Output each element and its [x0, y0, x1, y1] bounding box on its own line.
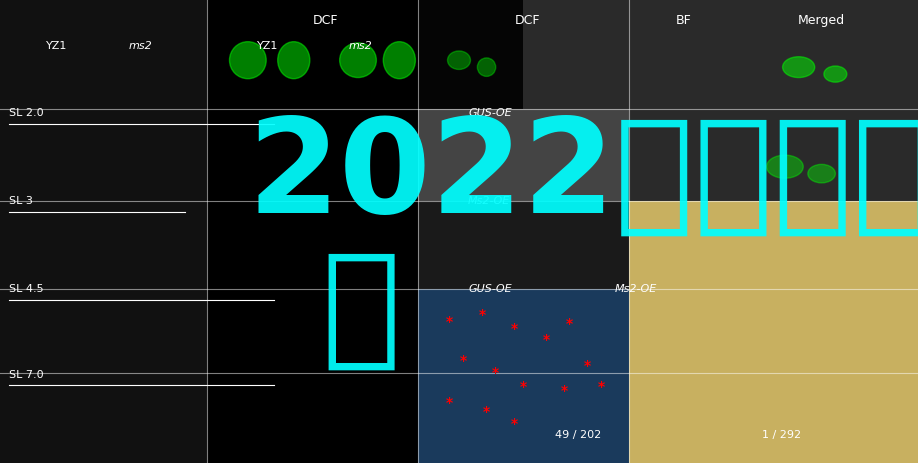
Ellipse shape: [477, 58, 496, 76]
Bar: [418, 289, 629, 463]
Text: *: *: [584, 359, 591, 373]
Ellipse shape: [278, 42, 310, 79]
Text: GUS-OE: GUS-OE: [468, 284, 512, 294]
Text: YZ1: YZ1: [46, 41, 67, 51]
Ellipse shape: [230, 42, 266, 79]
Bar: [523, 0, 629, 109]
Text: *: *: [598, 380, 605, 394]
Text: 2022年最流行短: 2022年最流行短: [248, 113, 918, 239]
Text: 1 / 292: 1 / 292: [762, 430, 801, 440]
Text: SL 4.5: SL 4.5: [9, 284, 44, 294]
Text: Ms2-OE: Ms2-OE: [468, 196, 510, 206]
Bar: [418, 0, 523, 109]
Bar: [0, 109, 207, 201]
Text: *: *: [483, 405, 490, 419]
Bar: [418, 201, 629, 289]
Bar: [629, 0, 918, 109]
Ellipse shape: [384, 42, 415, 79]
Text: *: *: [478, 308, 486, 322]
Ellipse shape: [767, 155, 803, 178]
Text: SL 2.0: SL 2.0: [9, 108, 44, 119]
Ellipse shape: [448, 51, 471, 69]
Text: *: *: [510, 322, 518, 336]
Text: *: *: [446, 315, 453, 329]
Bar: [207, 109, 312, 201]
Bar: [629, 109, 918, 201]
Text: *: *: [565, 317, 573, 331]
Text: SL 3: SL 3: [9, 196, 33, 206]
Bar: [207, 0, 312, 109]
Bar: [312, 201, 418, 289]
Ellipse shape: [782, 56, 815, 77]
Text: *: *: [543, 333, 550, 347]
Bar: [418, 109, 629, 201]
Ellipse shape: [808, 164, 835, 183]
Text: *: *: [492, 366, 499, 380]
Bar: [207, 289, 312, 463]
Ellipse shape: [824, 66, 847, 82]
Bar: [312, 289, 418, 463]
Text: BF: BF: [676, 14, 692, 27]
Bar: [0, 289, 207, 463]
Text: Ms2-OE: Ms2-OE: [615, 284, 657, 294]
Text: ms2: ms2: [129, 41, 152, 51]
Text: 发: 发: [321, 247, 400, 374]
Bar: [0, 201, 207, 289]
Text: DCF: DCF: [313, 14, 339, 27]
Text: *: *: [446, 396, 453, 410]
Text: ms2: ms2: [349, 41, 373, 51]
Text: *: *: [460, 354, 467, 368]
Text: SL 7.0: SL 7.0: [9, 370, 44, 380]
Bar: [629, 289, 918, 463]
Bar: [312, 0, 418, 109]
Text: Merged: Merged: [798, 14, 845, 27]
Bar: [207, 201, 312, 289]
Text: *: *: [561, 384, 568, 398]
Text: GUS-OE: GUS-OE: [468, 108, 512, 119]
Text: *: *: [520, 380, 527, 394]
Bar: [0, 0, 207, 109]
Text: YZ1: YZ1: [257, 41, 278, 51]
Text: DCF: DCF: [515, 14, 541, 27]
Text: 49 / 202: 49 / 202: [555, 430, 601, 440]
Text: *: *: [510, 417, 518, 431]
Ellipse shape: [340, 43, 376, 77]
Bar: [312, 109, 418, 201]
Bar: [629, 201, 918, 289]
